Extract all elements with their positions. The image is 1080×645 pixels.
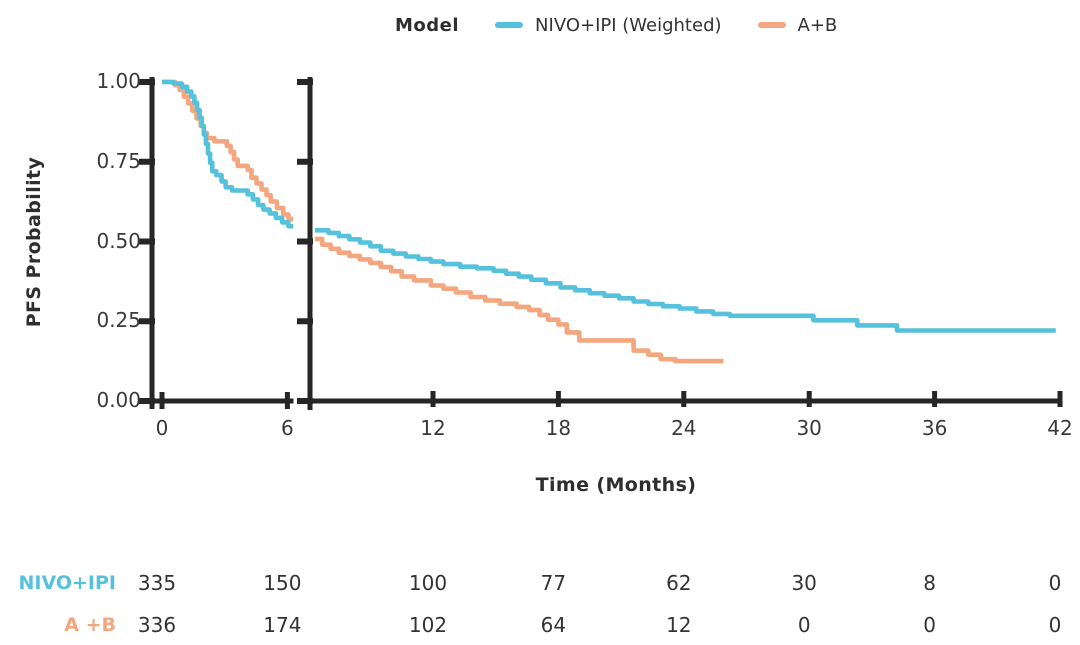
x-axis-title: Time (Months): [535, 474, 697, 496]
risk-count-cell: 102: [408, 613, 448, 637]
km-curve-nivo-ipi-weighted--left-panel: [162, 79, 294, 229]
legend-label-nivo-ipi: NIVO+IPI (Weighted): [535, 14, 722, 36]
x-tick-label: 6: [281, 416, 294, 440]
risk-count-cell: 150: [263, 571, 302, 595]
km-curve-nivo-ipi-weighted--right-panel: [314, 228, 1056, 333]
x-tick-label: 0: [155, 416, 169, 440]
km-curve-a-b-left-panel: [162, 79, 294, 222]
x-tick-label: 36: [921, 416, 948, 440]
risk-count-cell: 12: [666, 613, 692, 637]
risk-count-cell: 0: [923, 613, 936, 637]
y-tick-label: 0.00: [96, 388, 141, 412]
risk-count-cell: 0: [1048, 571, 1062, 595]
risk-row-label-nivo-ipi: NIVO+IPI: [18, 572, 116, 594]
x-tick-label: 30: [796, 416, 822, 440]
km-curve-a-b-right-panel: [314, 236, 724, 364]
x-tick-label: 12: [420, 416, 446, 440]
risk-count-cell: 336: [137, 613, 177, 637]
x-tick-label: 24: [671, 416, 697, 440]
risk-count-cell: 77: [540, 571, 567, 595]
x-tick-label: 42: [1047, 416, 1073, 440]
legend-label-a-plus-b: A+B: [797, 14, 838, 36]
y-tick-label: 1.00: [96, 69, 141, 93]
legend-swatch-a-plus-b-icon: [757, 22, 786, 28]
risk-count-cell: 100: [408, 571, 448, 595]
risk-count-cell: 0: [797, 613, 811, 637]
y-tick-label: 0.50: [96, 228, 141, 253]
x-tick-label: 18: [545, 416, 572, 440]
y-tick-label: 0.25: [96, 308, 141, 333]
risk-row-label-a-plus-b: A +B: [64, 614, 116, 636]
risk-count-cell: 0: [1048, 613, 1062, 637]
risk-count-cell: 335: [137, 571, 177, 595]
y-tick-label: 0.75: [96, 148, 141, 173]
risk-count-cell: 64: [540, 613, 567, 637]
legend-title: Model: [395, 14, 460, 36]
risk-count-cell: 62: [666, 571, 692, 595]
y-axis-title: PFS Probability: [23, 156, 45, 328]
risk-count-cell: 30: [791, 571, 817, 595]
risk-count-cell: 174: [263, 613, 302, 637]
legend: Model NIVO+IPI (Weighted) A+B: [395, 13, 837, 37]
legend-swatch-nivo-ipi-icon: [495, 22, 524, 28]
risk-count-cell: 8: [923, 571, 936, 595]
